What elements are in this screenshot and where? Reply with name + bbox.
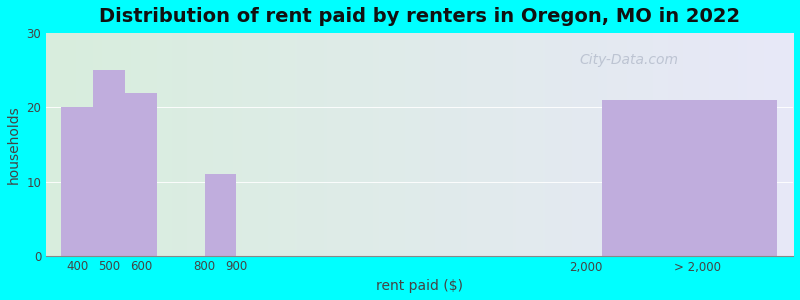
Y-axis label: households: households [7,105,21,184]
Title: Distribution of rent paid by renters in Oregon, MO in 2022: Distribution of rent paid by renters in … [98,7,740,26]
X-axis label: rent paid ($): rent paid ($) [376,279,462,293]
Bar [602,100,777,256]
Text: City-Data.com: City-Data.com [579,53,678,67]
Bar [94,70,125,256]
Bar [125,93,157,256]
Bar [205,175,236,256]
Bar [62,107,94,256]
